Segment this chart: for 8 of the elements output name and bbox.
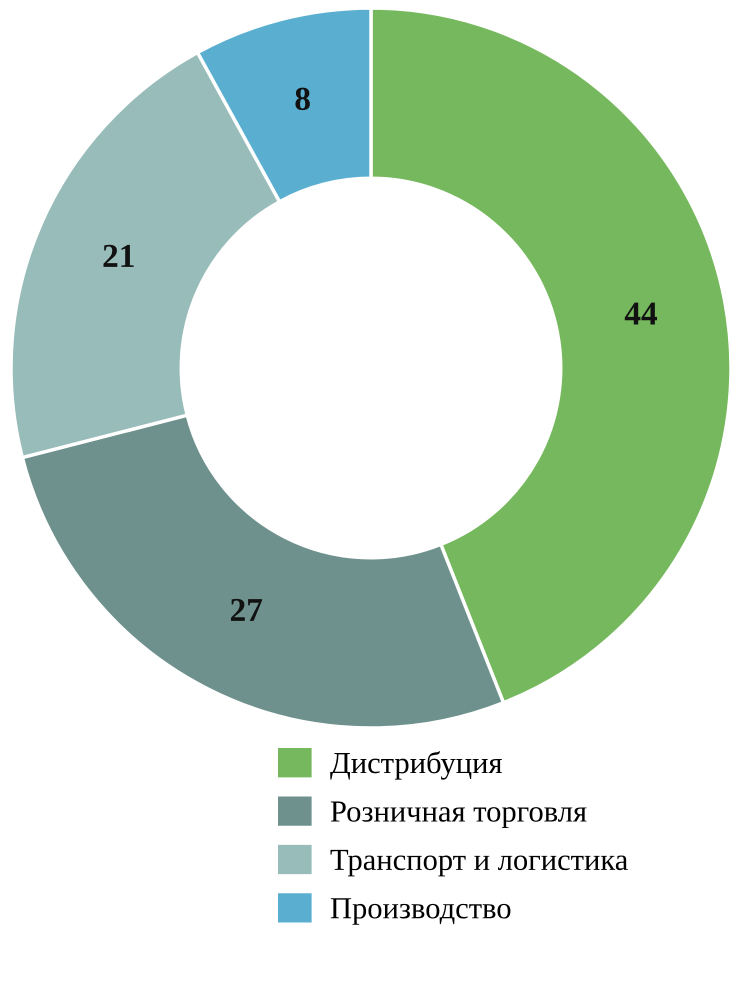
data-label: 27 [230,598,262,621]
legend-label: Транспорт и логистика [330,850,628,876]
legend-label: Дистрибуция [330,751,502,780]
data-label: 21 [103,244,134,267]
legend-label: Производство [330,898,510,925]
data-label: 44 [624,302,658,325]
data-label: 8 [295,88,310,110]
legend-label: Розничная торговля [330,802,586,828]
